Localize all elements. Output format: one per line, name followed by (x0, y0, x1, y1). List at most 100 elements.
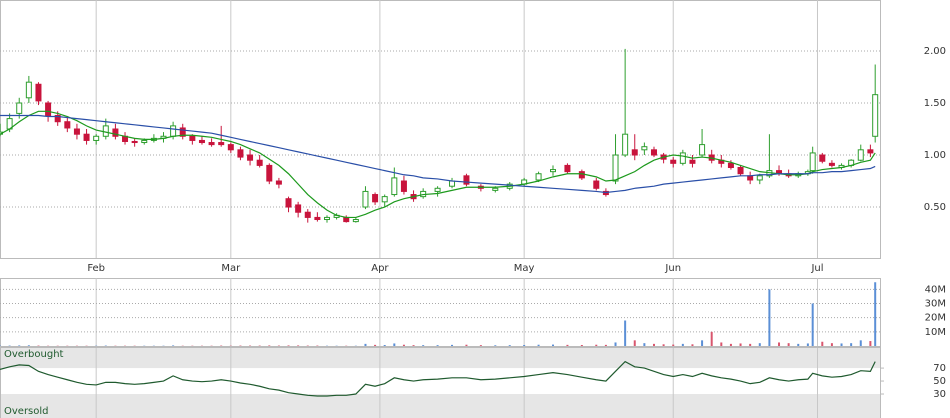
candle-body (275, 180, 282, 185)
candle-body (285, 198, 292, 208)
candle-body (112, 128, 119, 137)
candle-body (593, 180, 600, 189)
candle-body (218, 142, 225, 146)
candle-body (867, 149, 874, 154)
candle-body (93, 135, 100, 141)
volume-bar (364, 343, 367, 346)
volume-bar (729, 343, 732, 346)
volume-bar (633, 340, 636, 346)
candle-body (622, 133, 629, 156)
volume-bar (537, 344, 540, 346)
price-pane (0, 0, 881, 259)
y-tick-label: 2.00 (924, 46, 946, 57)
oversold-label: Oversold (4, 406, 49, 417)
volume-bar (523, 345, 526, 346)
volume-bar (806, 343, 809, 346)
x-tick-label: May (514, 263, 535, 274)
volume-bar (797, 343, 800, 346)
volume-bar (374, 344, 377, 346)
volume-bar (662, 344, 665, 346)
volume-bar (595, 344, 598, 346)
candle-body (16, 102, 23, 114)
candle-body (391, 177, 398, 196)
y-tick-label: 30 (933, 389, 946, 400)
volume-bar (710, 331, 713, 346)
volume-bar (479, 345, 482, 346)
y-tick-label: 70 (933, 363, 946, 374)
volume-bar (465, 344, 468, 346)
moving-average (0, 114, 876, 194)
volume-bar (691, 344, 694, 346)
candle-body (35, 83, 42, 102)
candle-body (679, 152, 686, 164)
volume-bar (787, 343, 790, 346)
candle-body (323, 216, 330, 221)
candle-body (650, 149, 657, 156)
candle-body (550, 169, 557, 173)
candle-body (73, 128, 80, 135)
volume-bar (494, 345, 497, 346)
volume-bar (749, 343, 752, 346)
candle-body (756, 175, 763, 181)
candle-body (857, 149, 864, 161)
volume-bar (758, 343, 761, 346)
candle-body (727, 162, 734, 168)
candle-body (400, 180, 407, 192)
candle-body (198, 139, 205, 144)
y-tick-label: 50 (933, 376, 946, 387)
candle-body (699, 144, 706, 156)
volume-bar (778, 342, 781, 346)
volume-bar (672, 344, 675, 346)
candle-body (362, 190, 369, 208)
x-tick-label: Jun (664, 263, 681, 274)
candle-body (828, 162, 835, 166)
candle-body (463, 175, 470, 185)
volume-bar (268, 345, 271, 346)
overbought-band (1, 348, 880, 369)
y-tick-label: 1.50 (924, 98, 946, 109)
volume-bar (840, 343, 843, 346)
moving-average (0, 110, 876, 219)
x-tick-label: Mar (221, 263, 241, 274)
volume-bar (874, 282, 877, 346)
volume-pane (0, 278, 881, 347)
x-tick-label: Feb (87, 263, 105, 274)
candle-body (102, 125, 109, 137)
volume-bar (701, 340, 704, 346)
candle-body (737, 166, 744, 175)
volume-bar (614, 342, 617, 346)
volume-bar (869, 341, 872, 346)
volume-bar (297, 345, 300, 346)
volume-bar (624, 320, 627, 346)
candle-body (247, 154, 254, 161)
candle-body (189, 135, 196, 141)
volume-bar (383, 345, 386, 346)
oscillator-line (0, 360, 876, 397)
candle-body (819, 154, 826, 162)
volume-bar (412, 345, 415, 346)
volume-bar (451, 344, 454, 346)
candle-body (304, 211, 311, 218)
volume-bar (287, 345, 290, 346)
candle-body (343, 216, 350, 223)
candle-body (641, 146, 648, 151)
volume-bar (850, 343, 853, 346)
candle-body (809, 152, 816, 172)
candle-body (227, 144, 234, 151)
candle-body (314, 216, 321, 221)
y-tick-label: 10M (925, 327, 946, 338)
candle-body (83, 133, 90, 141)
candle-body (237, 149, 244, 158)
candle-body (689, 159, 696, 164)
candle-body (170, 125, 177, 137)
candle-body (256, 159, 263, 166)
candle-body (372, 194, 379, 203)
volume-bar (830, 343, 833, 346)
candle-body (578, 171, 585, 179)
volume-bar (859, 340, 862, 346)
volume-bar (18, 345, 21, 346)
x-tick-label: Apr (371, 263, 389, 274)
candle-body (535, 173, 542, 181)
volume-bar (720, 342, 723, 346)
